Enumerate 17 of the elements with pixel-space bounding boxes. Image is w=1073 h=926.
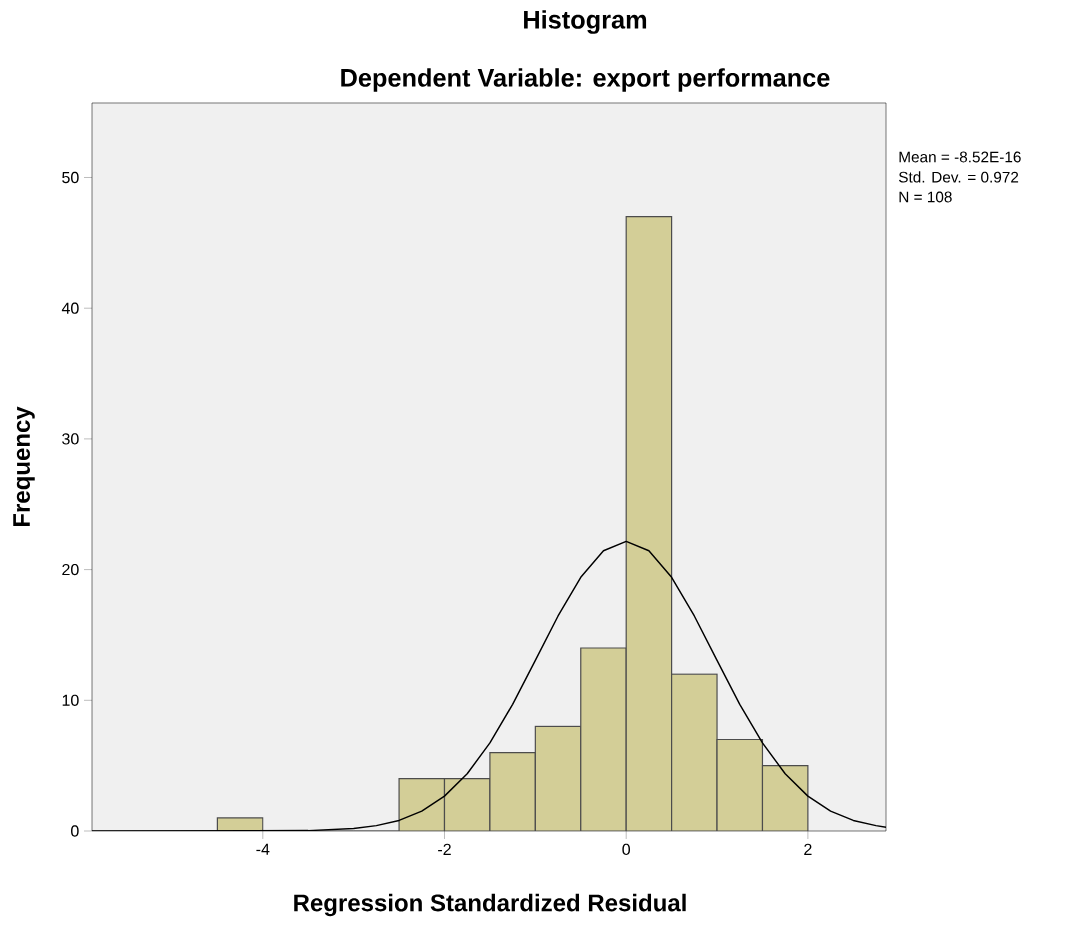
x-tick-label: 2 (804, 843, 812, 855)
x-tick-label: 0 (622, 843, 631, 856)
chart-title: Histogram (524, 10, 647, 34)
y-tick-label: 10 (62, 694, 79, 706)
y-tick-label: 30 (62, 433, 79, 445)
y-tick-label: 40 (61, 302, 79, 314)
y-tick-label: 50 (62, 171, 79, 184)
x-axis-title: Regression Standardized Residual (294, 893, 686, 917)
chart-subtitle: Dependent Variable: export performance (341, 68, 830, 92)
x-tick-label: -2 (438, 843, 451, 855)
text: N = 108 (899, 191, 952, 203)
y-axis-title: Frequency (13, 406, 35, 527)
text: Std. Dev. = 0.972 (898, 171, 1019, 183)
x-tick-label: -4 (256, 843, 270, 855)
text: Mean = -8.52E-16 (899, 151, 1021, 163)
y-tick-label: 20 (62, 563, 79, 576)
y-tick-label: 0 (71, 825, 79, 837)
